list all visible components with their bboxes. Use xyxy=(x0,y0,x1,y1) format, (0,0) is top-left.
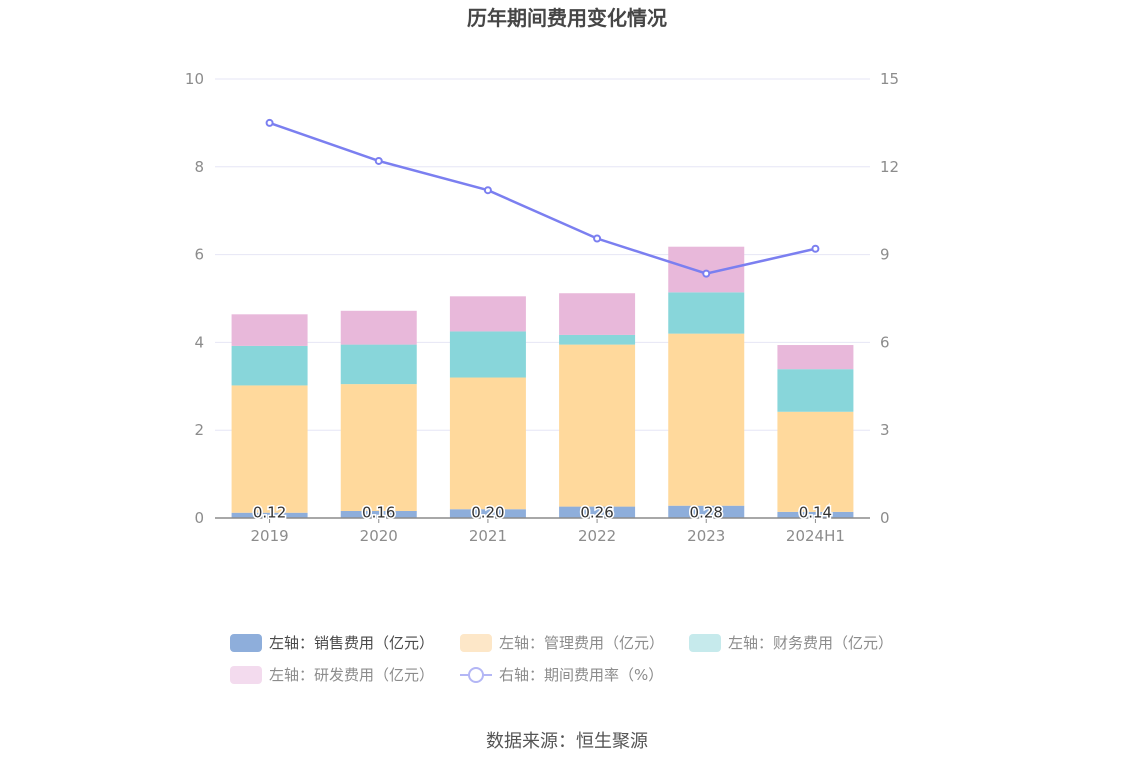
legend[interactable]: 左轴：销售费用（亿元） 左轴：管理费用（亿元） 左轴：财务费用（亿元） 左轴：研发费用… xyxy=(230,634,893,684)
bar-segment-2023-s1 xyxy=(668,333,745,506)
right-tick-label: 0 xyxy=(880,509,890,527)
left-tick-label: 6 xyxy=(194,246,204,264)
legend-item-1[interactable]: 左轴：管理费用（亿元） xyxy=(460,634,664,652)
x-tick-label: 2021 xyxy=(469,527,507,545)
sales-expense-data-label: 0.28 xyxy=(690,504,723,522)
data-labels: 0.12 0.16 0.20 0.26 0.28 0.14 xyxy=(251,502,833,523)
sales-expense-data-label: 0.16 xyxy=(362,504,395,522)
sales-expense-data-label: 0.26 xyxy=(580,504,613,522)
legend-label: 右轴：期间费用率（%） xyxy=(499,666,663,684)
bar-segment-2024H1-s2 xyxy=(777,369,854,412)
bar-segment-2024H1-s1 xyxy=(777,411,854,512)
legend-label: 左轴：管理费用（亿元） xyxy=(499,634,664,652)
legend-swatch xyxy=(689,634,721,652)
expense-ratio-point xyxy=(483,186,492,195)
legend-item-3[interactable]: 左轴：研发费用（亿元） xyxy=(230,666,434,684)
left-tick-label: 4 xyxy=(194,333,204,351)
left-tick-label: 10 xyxy=(185,70,204,88)
x-tick-label: 2020 xyxy=(360,527,398,545)
legend-label: 左轴：研发费用（亿元） xyxy=(269,666,434,684)
bar-segment-2022-s1 xyxy=(559,344,636,507)
legend-swatch xyxy=(230,666,262,684)
x-tick-label: 2019 xyxy=(250,527,288,545)
left-tick-label: 0 xyxy=(194,509,204,527)
bar-segment-2022-s0 xyxy=(559,506,636,518)
expense-ratio-point xyxy=(265,118,274,127)
left-tick-label: 2 xyxy=(194,421,204,439)
bar-segment-2022-s3 xyxy=(559,293,636,335)
chart-title: 历年期间费用变化情况 xyxy=(467,6,667,30)
right-tick-label: 15 xyxy=(880,70,899,88)
legend-label: 左轴：财务费用（亿元） xyxy=(728,634,893,652)
bar-segment-2019-s2 xyxy=(231,345,308,386)
legend-label: 左轴：销售费用（亿元） xyxy=(269,634,434,652)
bar-segment-2020-s1 xyxy=(340,384,417,511)
bar-segment-2023-s0 xyxy=(668,505,745,518)
bar-segment-2020-s0 xyxy=(340,510,417,518)
bars xyxy=(231,246,854,518)
legend-item-4[interactable]: 右轴：期间费用率（%） xyxy=(460,666,663,684)
legend-swatch xyxy=(230,634,262,652)
x-tick-label: 2023 xyxy=(687,527,725,545)
x-tick-label: 2024H1 xyxy=(786,527,845,545)
bar-segment-2021-s1 xyxy=(449,377,526,510)
sales-expense-data-label: 0.20 xyxy=(471,504,504,522)
x-tick-label: 2022 xyxy=(578,527,616,545)
bar-segment-2019-s1 xyxy=(231,385,308,513)
left-axis-ticks: 0 2 4 6 8 10 xyxy=(185,70,204,527)
bar-segment-2022-s2 xyxy=(559,334,636,345)
bar-segment-2019-s0 xyxy=(231,512,308,518)
sales-expense-data-label: 0.14 xyxy=(799,504,832,522)
expense-ratio-point xyxy=(593,234,602,243)
bar-segment-2021-s0 xyxy=(449,509,526,518)
bar-segment-2024H1-s3 xyxy=(777,345,854,370)
sales-expense-data-label: 0.12 xyxy=(253,504,286,522)
expense-ratio-point xyxy=(702,269,711,278)
right-tick-label: 3 xyxy=(880,421,890,439)
bar-segment-2023-s3 xyxy=(668,246,745,293)
bar-segment-2019-s3 xyxy=(231,314,308,346)
legend-swatch xyxy=(460,634,492,652)
right-axis-ticks: 0 3 6 9 12 15 xyxy=(880,70,899,527)
legend-item-0[interactable]: 左轴：销售费用（亿元） xyxy=(230,634,434,652)
legend-circle-icon xyxy=(468,667,484,683)
gridlines xyxy=(215,78,870,431)
x-axis-ticks: 2019 2020 2021 2022 2023 2024H1 xyxy=(250,518,845,545)
bar-segment-2021-s3 xyxy=(449,296,526,332)
source-note: 数据来源：恒生聚源 xyxy=(486,731,648,752)
bar-segment-2020-s2 xyxy=(340,344,417,385)
left-tick-label: 8 xyxy=(194,158,204,176)
bar-segment-2024H1-s0 xyxy=(777,511,854,518)
bar-segment-2020-s3 xyxy=(340,310,417,345)
right-tick-label: 12 xyxy=(880,158,899,176)
legend-item-2[interactable]: 左轴：财务费用（亿元） xyxy=(689,634,893,652)
right-tick-label: 9 xyxy=(880,246,890,264)
right-tick-label: 6 xyxy=(880,333,890,351)
bar-segment-2023-s2 xyxy=(668,292,745,334)
expense-ratio-point xyxy=(374,156,383,165)
expense-ratio-polyline xyxy=(269,121,816,275)
expense-ratio-point xyxy=(811,244,820,253)
bar-segment-2021-s2 xyxy=(449,331,526,378)
expense-ratio-line xyxy=(265,118,820,278)
